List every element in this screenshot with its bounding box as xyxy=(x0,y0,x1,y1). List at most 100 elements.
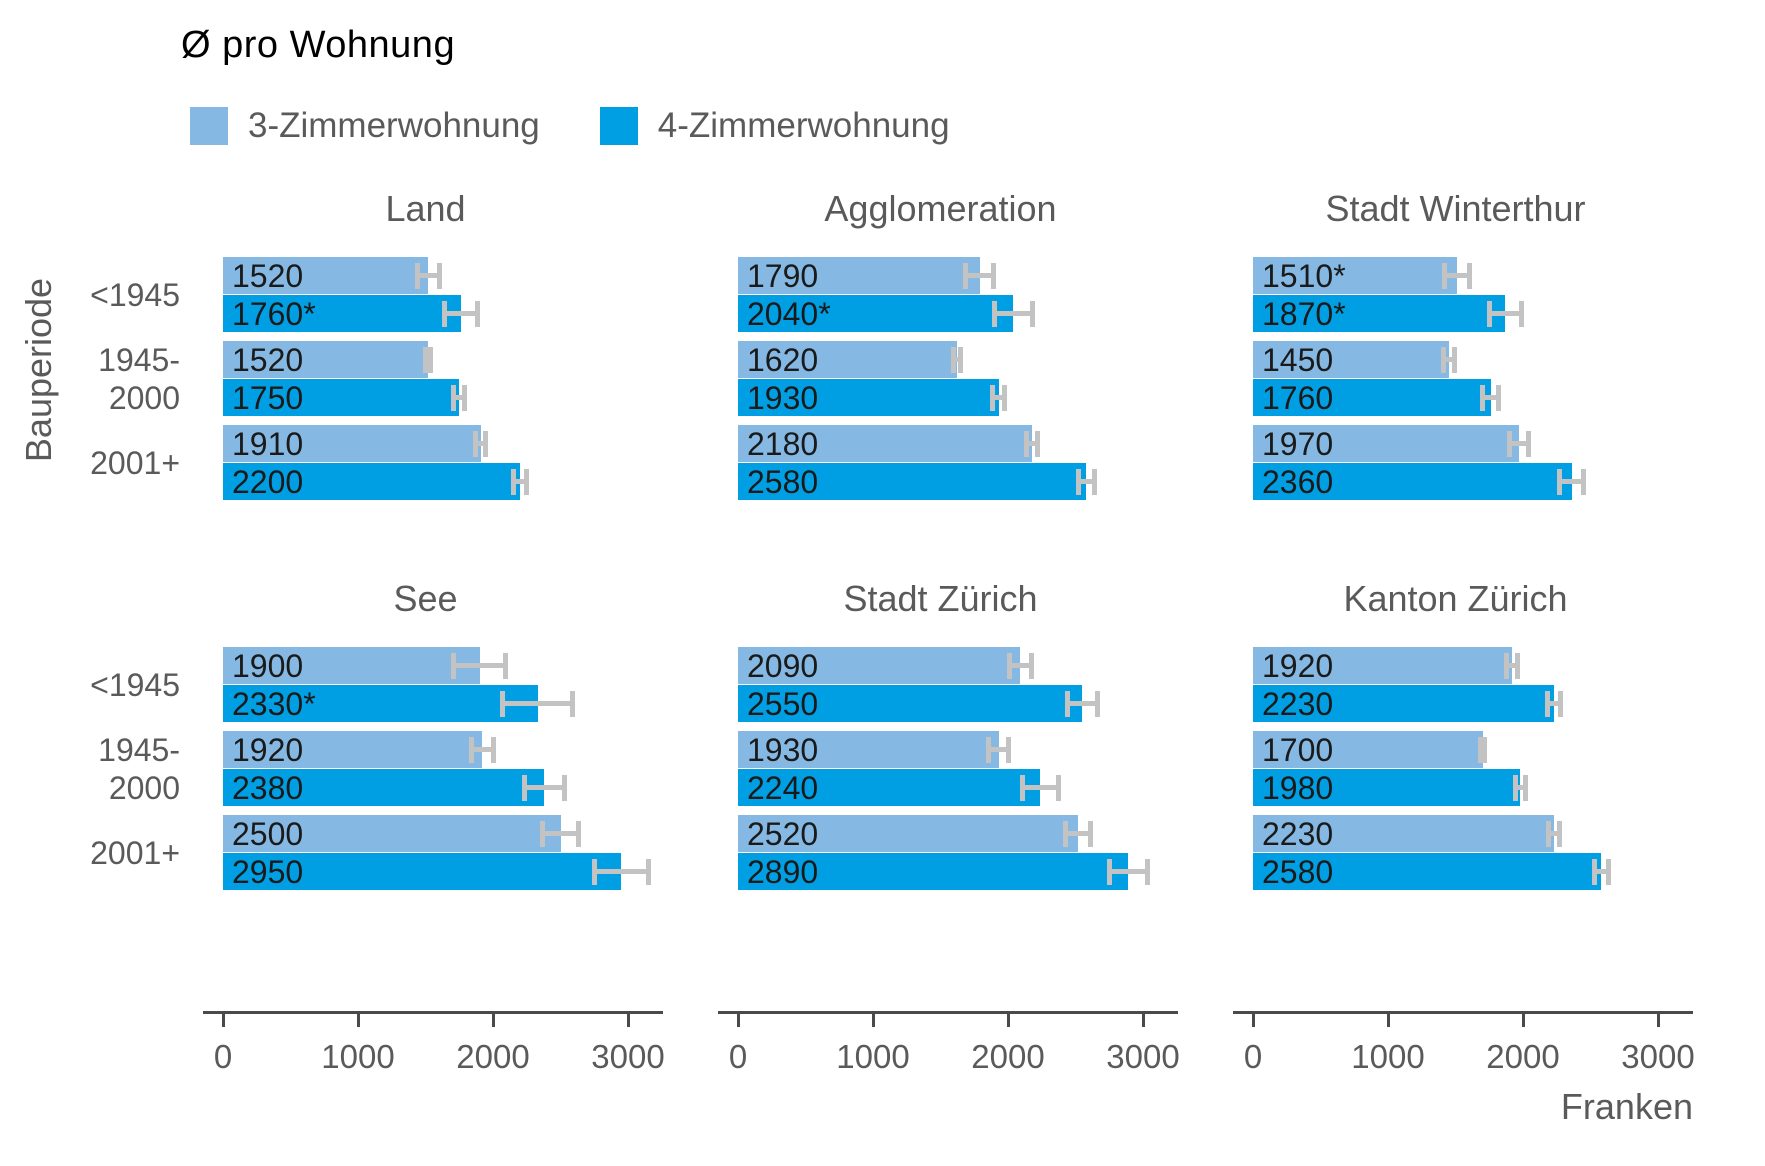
bar-value-label: 2500 xyxy=(232,816,304,852)
y-category-label-line: 1945- xyxy=(98,341,180,378)
error-bar-cap-left xyxy=(1486,300,1492,327)
x-axis-tick xyxy=(492,1014,495,1027)
bar xyxy=(1253,425,1519,462)
error-bar-cap-right xyxy=(1605,858,1611,885)
error-bar-cap-right xyxy=(1451,346,1457,373)
bar xyxy=(738,463,1086,500)
bar-value-label: 1920 xyxy=(1262,648,1334,684)
error-bar-line xyxy=(510,479,530,484)
x-axis-tick-label: 1000 xyxy=(836,1038,910,1075)
facet-title: See xyxy=(393,578,458,619)
error-bar-cap-left xyxy=(1479,384,1485,411)
bar-value-label: 1750 xyxy=(232,380,304,416)
bar xyxy=(1253,379,1491,416)
error-bar-line xyxy=(991,311,1035,316)
error-bar-cap-left xyxy=(1591,858,1597,885)
x-axis-tick xyxy=(1387,1014,1390,1027)
error-bar-cap-right xyxy=(957,346,963,373)
x-axis-tick-label: 3000 xyxy=(591,1038,665,1075)
error-bar-cap-left xyxy=(1504,652,1510,679)
error-bar-cap-left xyxy=(1478,736,1484,763)
bar xyxy=(738,379,999,416)
error-bar-line xyxy=(1106,869,1150,874)
error-bar-line xyxy=(1442,273,1472,278)
bar xyxy=(1253,257,1457,294)
y-category-label-line: <1945 xyxy=(90,276,180,313)
bar xyxy=(223,379,459,416)
legend-swatch-4-zimmerwohnung xyxy=(599,107,638,145)
error-bar-cap-right xyxy=(1581,468,1587,495)
bar-value-label: 2950 xyxy=(232,854,304,890)
bar xyxy=(1253,769,1520,806)
error-bar-line xyxy=(1591,869,1611,874)
error-bar-cap-right xyxy=(1144,858,1150,885)
bar-value-label: 1790 xyxy=(747,258,819,294)
y-category-label: 1945- 2000 xyxy=(0,731,180,807)
bar xyxy=(223,731,482,768)
y-category-label-line: 2001+ xyxy=(90,834,180,871)
error-bar-line xyxy=(1506,441,1532,446)
error-bar-cap-left xyxy=(1024,430,1030,457)
error-bar-line xyxy=(986,747,1011,752)
bar xyxy=(1253,685,1554,722)
y-category-label: 2001+ xyxy=(0,834,180,872)
error-bar-cap-right xyxy=(1055,774,1061,801)
bar xyxy=(738,425,1032,462)
x-axis-tick-label: 1000 xyxy=(1351,1038,1425,1075)
error-bar-line xyxy=(990,395,1007,400)
error-bar-cap-right xyxy=(502,652,508,679)
bar-value-label: 2230 xyxy=(1262,686,1334,722)
error-bar-cap-left xyxy=(423,346,429,373)
error-bar-line xyxy=(522,785,567,790)
error-bar-cap-right xyxy=(1030,300,1035,327)
bar xyxy=(738,769,1040,806)
error-bar-cap-left xyxy=(986,736,992,763)
error-bar-cap-left xyxy=(1545,690,1551,717)
error-bar-cap-right xyxy=(1005,736,1011,763)
bar xyxy=(1253,463,1572,500)
x-axis-tick xyxy=(1142,1014,1145,1027)
x-axis-title: Franken xyxy=(1560,1086,1693,1127)
bar-value-label: 1510* xyxy=(1262,258,1346,294)
x-axis-tick xyxy=(1252,1014,1255,1027)
error-bar-line xyxy=(441,311,480,316)
error-bar-cap-right xyxy=(1094,690,1100,717)
bar-value-label: 2230 xyxy=(1262,816,1334,852)
error-bar-line xyxy=(451,663,508,668)
error-bar-cap-left xyxy=(1506,430,1512,457)
error-bar-cap-right xyxy=(462,384,468,411)
error-bar-cap-right xyxy=(645,858,651,885)
error-bar-cap-left xyxy=(963,262,969,289)
error-bar-line xyxy=(950,357,963,362)
error-bar-cap-right xyxy=(1522,774,1528,801)
error-bar-cap-left xyxy=(522,774,528,801)
bar xyxy=(223,341,428,378)
x-axis-tick-label: 3000 xyxy=(1106,1038,1180,1075)
x-axis-tick xyxy=(1007,1014,1010,1027)
bar-value-label: 1870* xyxy=(1262,296,1346,332)
error-bar-cap-left xyxy=(1440,346,1446,373)
error-bar-line xyxy=(1556,479,1587,484)
x-axis-tick-label: 1000 xyxy=(321,1038,395,1075)
error-bar-line xyxy=(1063,831,1094,836)
error-bar-cap-right xyxy=(1526,430,1532,457)
error-bar-cap-right xyxy=(474,300,480,327)
error-bar-line xyxy=(468,747,496,752)
facet-panel: 2090 2550 1930 2240 2520 2890 xyxy=(718,647,1178,890)
facet-panel: 1510* 1870* 1450 1760 1970 2360 xyxy=(1233,257,1693,500)
bar-value-label: 2090 xyxy=(747,648,819,684)
bar-value-label: 1900 xyxy=(232,648,304,684)
error-bar-line xyxy=(451,395,468,400)
bar-value-label: 1760* xyxy=(232,296,316,332)
error-bar-cap-left xyxy=(1075,468,1081,495)
x-axis-tick xyxy=(1657,1014,1660,1027)
y-category-label-line: 2000 xyxy=(108,379,180,416)
bar-value-label: 2040* xyxy=(747,296,831,332)
bar xyxy=(223,853,621,890)
facet-title: Land xyxy=(385,188,466,229)
error-bar-line xyxy=(499,701,576,706)
x-axis-line xyxy=(203,1011,663,1014)
error-bar-cap-left xyxy=(1106,858,1112,885)
bar-value-label: 1620 xyxy=(747,342,819,378)
bar-value-label: 1520 xyxy=(232,342,304,378)
